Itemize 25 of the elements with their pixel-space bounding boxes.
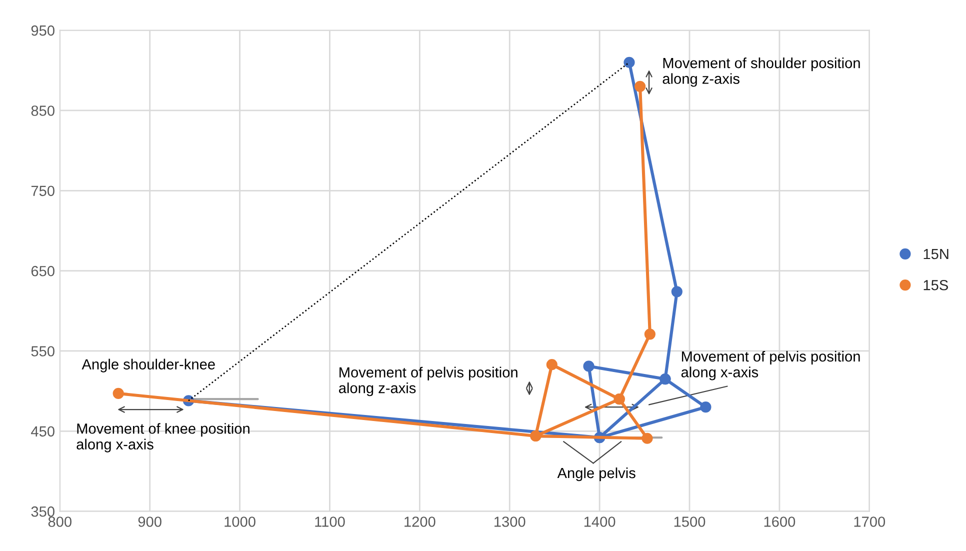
x-tick-label: 1100	[315, 516, 345, 527]
annotation: Angle pelvis	[557, 467, 636, 482]
annotation: Movement of knee position along x-axis	[76, 423, 250, 452]
y-tick-label: 350	[31, 506, 54, 517]
annotation: Movement of pelvis position along z-axis	[338, 366, 518, 396]
y-tick-label: 550	[31, 346, 54, 356]
annotation: Angle shoulder-knee	[82, 358, 215, 372]
annotation: Movement of pelvis position along x-axis	[681, 350, 860, 380]
annotation: Movement of shoulder position along z-axis	[662, 58, 860, 87]
y-tick-label: 650	[31, 266, 54, 276]
x-tick-label: 1200	[404, 516, 436, 527]
x-tick-label: 1700	[854, 516, 886, 527]
y-tick-label: 750	[31, 186, 54, 196]
y-tick-label: 450	[31, 426, 54, 437]
legend-label: 15S	[924, 280, 948, 290]
x-tick-label: 1000	[224, 516, 256, 527]
x-tick-label: 1400	[584, 516, 616, 527]
x-tick-label: 1600	[764, 516, 796, 527]
x-tick-label: 800	[48, 516, 72, 527]
x-tick-label: 1500	[674, 516, 706, 527]
x-tick-label: 900	[138, 516, 162, 527]
legend-label: 15N	[924, 249, 948, 260]
y-tick-label: 850	[31, 106, 54, 116]
x-tick-label: 1300	[494, 516, 526, 527]
y-tick-label: 950	[31, 25, 54, 36]
